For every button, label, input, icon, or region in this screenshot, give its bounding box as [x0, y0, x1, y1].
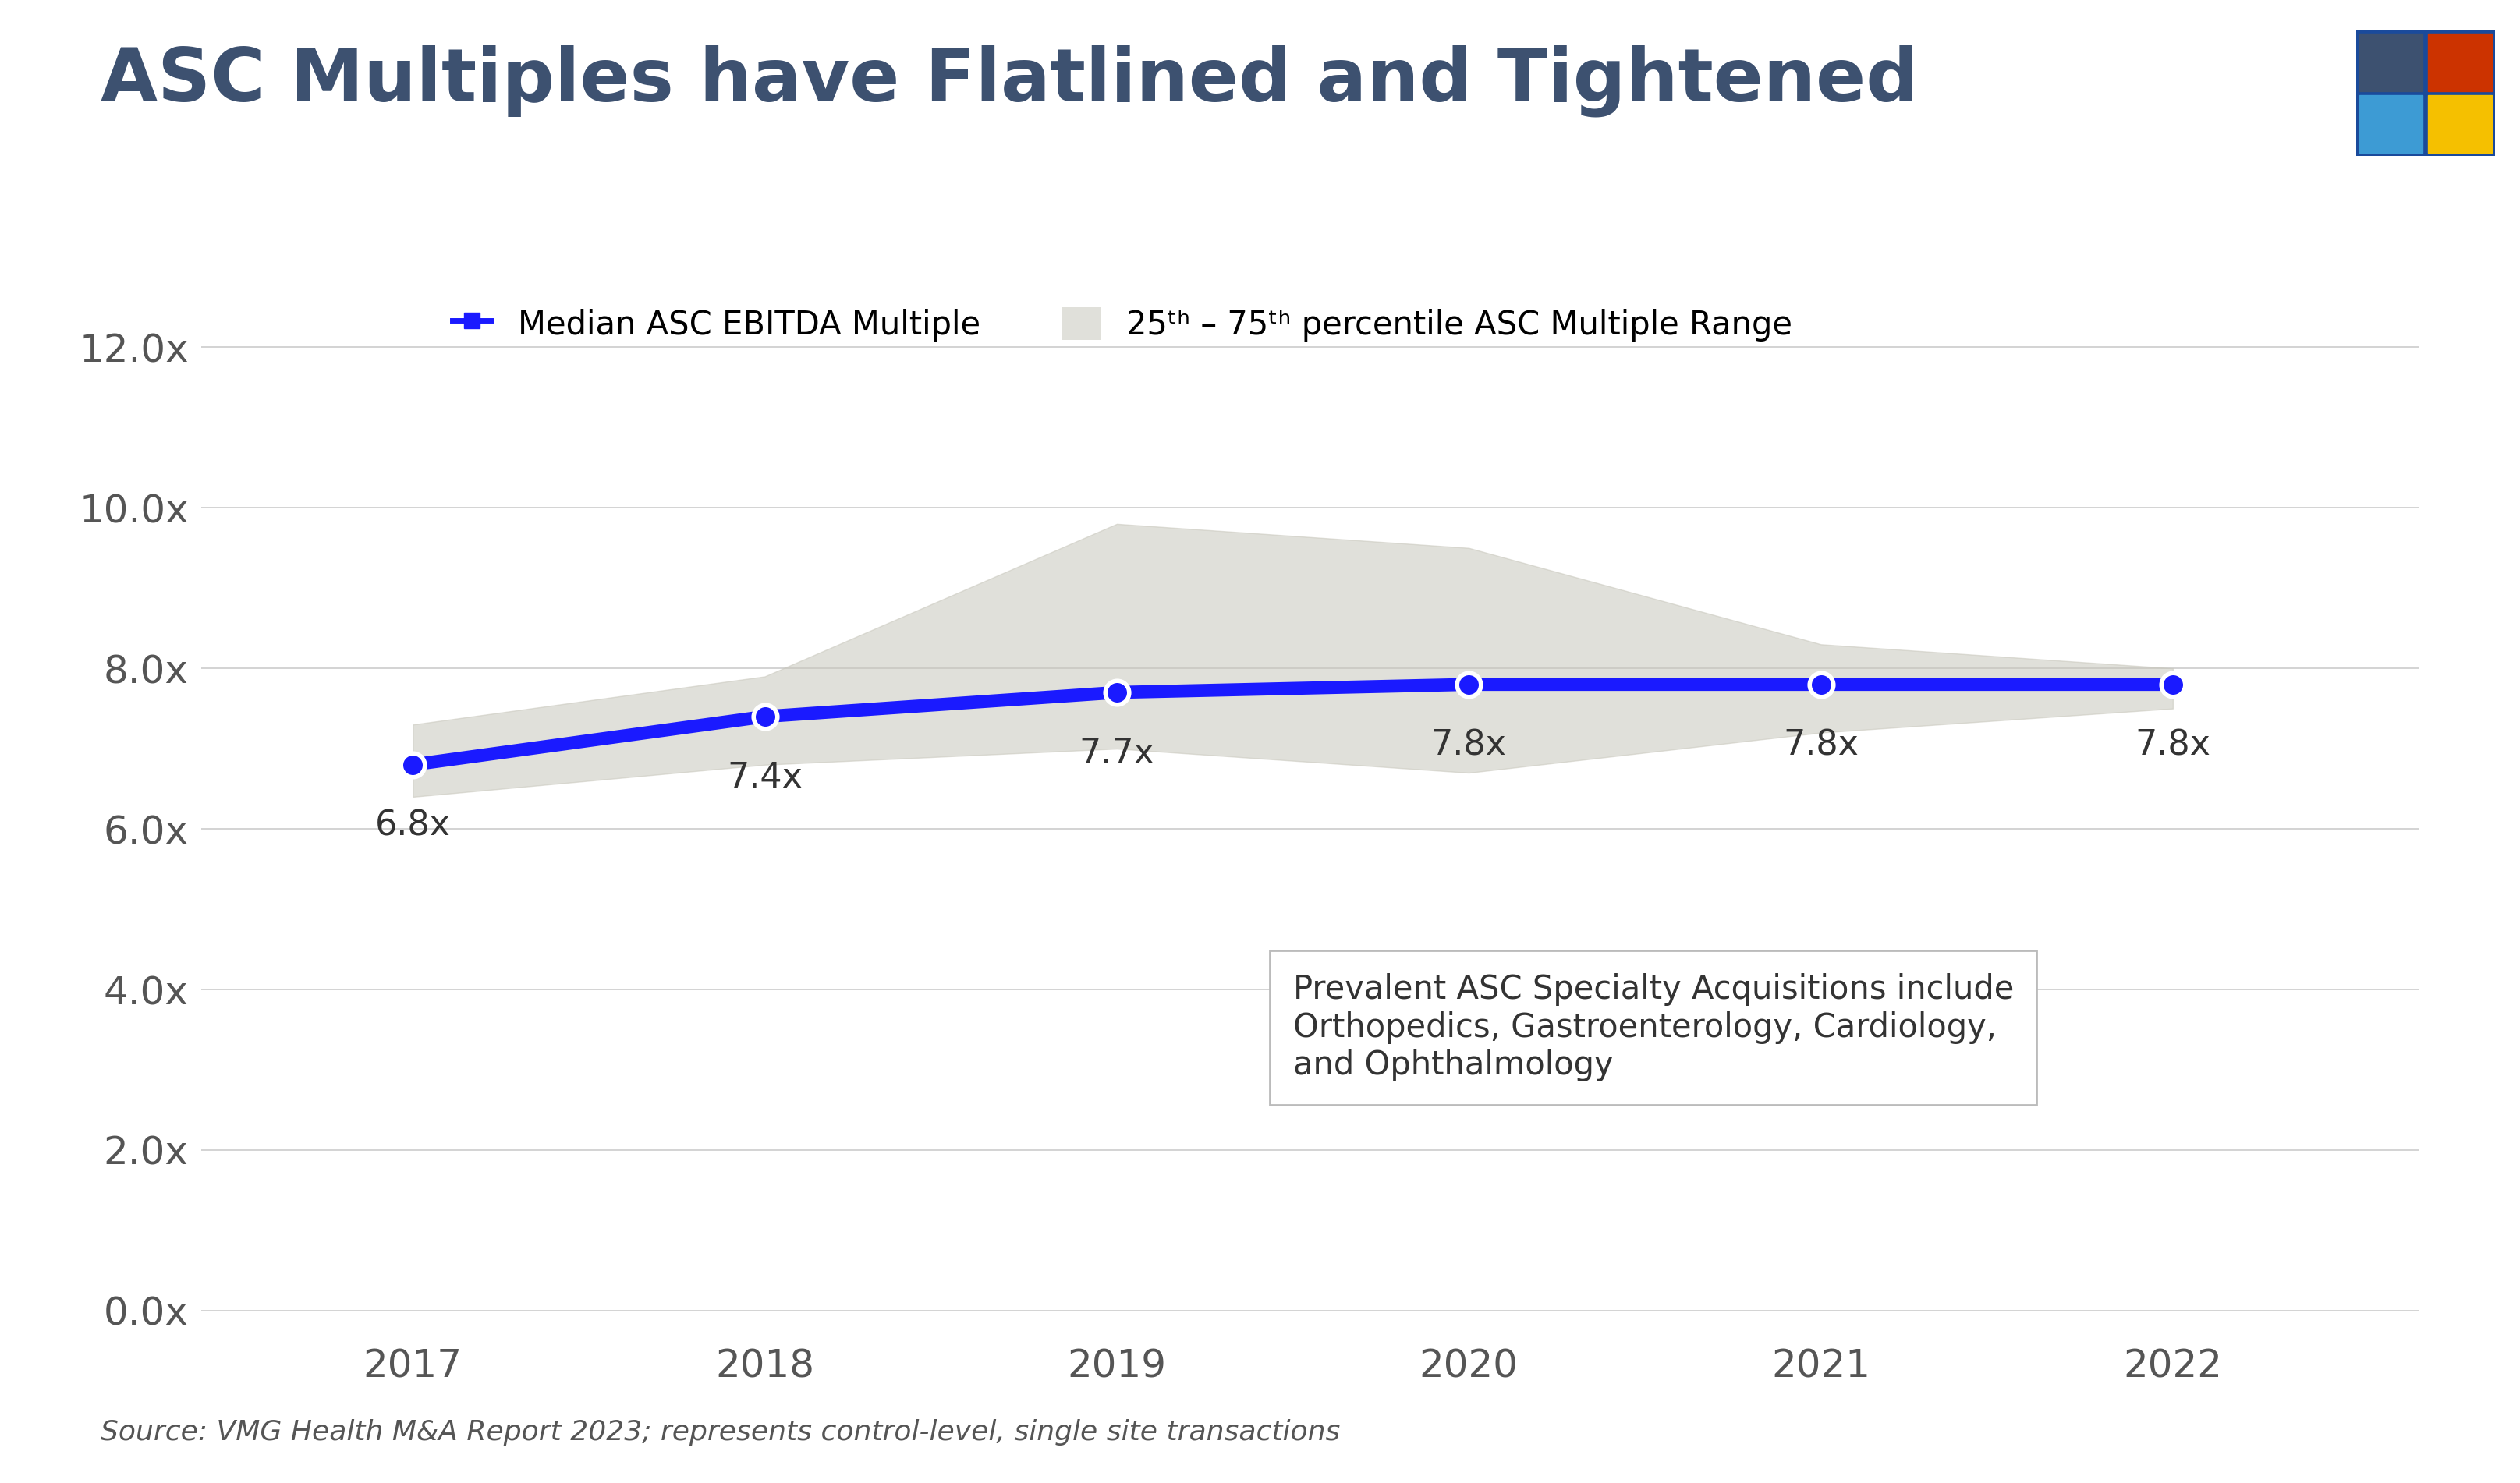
- Text: 7.8x: 7.8x: [2134, 728, 2210, 762]
- Bar: [2359, 34, 2422, 92]
- Point: [2152, 673, 2192, 697]
- Legend: Median ASC EBITDA Multiple, 25ᵗʰ – 75ᵗʰ percentile ASC Multiple Range: Median ASC EBITDA Multiple, 25ᵗʰ – 75ᵗʰ …: [438, 294, 1804, 354]
- Point: [1802, 673, 1842, 697]
- Text: Prevalent ASC Specialty Acquisitions include
Orthopedics, Gastroenterology, Card: Prevalent ASC Specialty Acquisitions inc…: [1293, 973, 2013, 1081]
- Point: [393, 753, 433, 777]
- Text: 7.8x: 7.8x: [1431, 728, 1507, 762]
- Text: 7.4x: 7.4x: [726, 761, 804, 795]
- Text: 7.8x: 7.8x: [1784, 728, 1860, 762]
- Bar: [2429, 34, 2492, 92]
- Text: Source: VMG Health M&A Report 2023; represents control-level, single site transa: Source: VMG Health M&A Report 2023; repr…: [101, 1419, 1341, 1446]
- Text: 7.7x: 7.7x: [1079, 737, 1154, 770]
- Point: [1449, 673, 1489, 697]
- Point: [743, 704, 784, 728]
- Point: [1096, 681, 1137, 704]
- Text: 6.8x: 6.8x: [375, 808, 451, 842]
- Bar: [2359, 95, 2422, 153]
- Bar: [2429, 95, 2492, 153]
- Text: ASC Multiples have Flatlined and Tightened: ASC Multiples have Flatlined and Tighten…: [101, 44, 1918, 117]
